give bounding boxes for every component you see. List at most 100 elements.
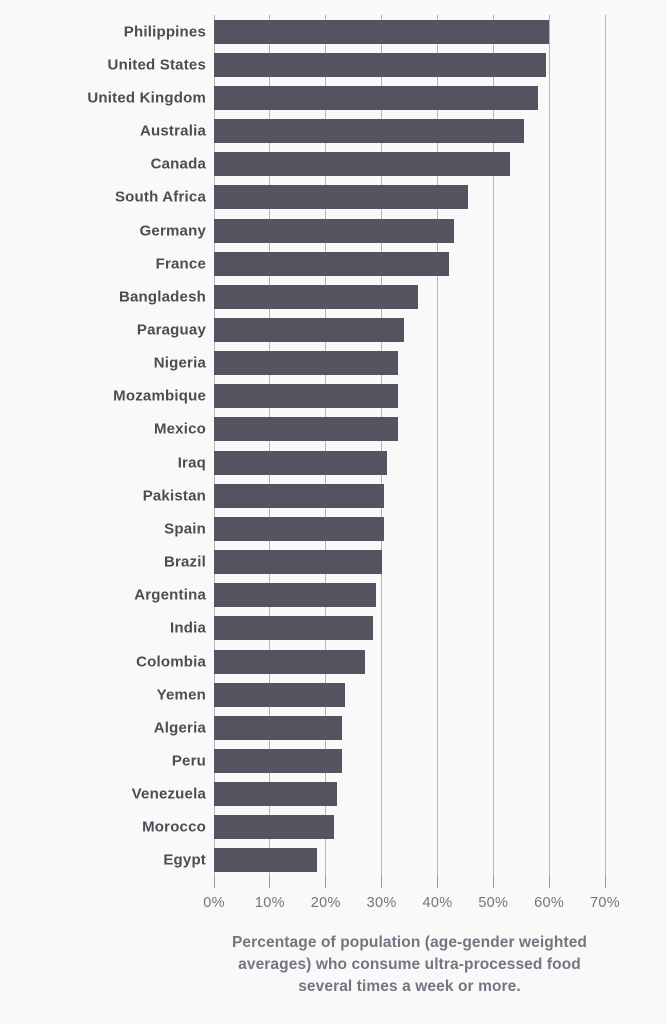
category-label-iraq: Iraq <box>177 454 206 472</box>
bar-united-states <box>214 52 547 77</box>
bar-bangladesh <box>214 284 418 309</box>
tick-mark-30- <box>381 877 383 888</box>
category-label-south-africa: South Africa <box>114 188 206 206</box>
caption-line-2: averages) who consume ultra-processed fo… <box>238 956 581 973</box>
bar-south-africa <box>214 185 469 210</box>
bar-iraq <box>214 450 388 475</box>
chart-row-united-states: United States <box>108 48 605 81</box>
x-axis-caption: Percentage of population (age-gender wei… <box>214 932 605 998</box>
category-label-philippines: Philippines <box>123 23 206 41</box>
chart-row-philippines: Philippines <box>124 15 605 48</box>
gridline-60- <box>548 15 550 877</box>
bar-algeria <box>214 715 343 740</box>
chart-row-mexico: Mexico <box>154 413 605 446</box>
category-label-germany: Germany <box>139 222 206 240</box>
chart-row-nigeria: Nigeria <box>154 347 605 380</box>
gridline-40- <box>436 15 438 877</box>
bar-mexico <box>214 417 399 442</box>
tick-label-70-: 70% <box>590 895 620 911</box>
chart-row-india: India <box>170 612 605 645</box>
category-label-argentina: Argentina <box>134 586 206 604</box>
category-label-colombia: Colombia <box>136 653 206 671</box>
chart-row-spain: Spain <box>164 512 605 545</box>
gridline-70- <box>604 15 606 877</box>
chart-row-bangladesh: Bangladesh <box>119 280 605 313</box>
gridline-50- <box>492 15 494 877</box>
tick-label-10-: 10% <box>254 895 285 911</box>
gridline-10- <box>269 15 271 877</box>
category-label-brazil: Brazil <box>163 553 206 571</box>
chart-row-colombia: Colombia <box>136 645 605 678</box>
chart-row-france: France <box>156 247 605 280</box>
category-label-pakistan: Pakistan <box>142 487 206 505</box>
bar-venezuela <box>214 782 337 807</box>
tick-mark-20- <box>325 877 327 888</box>
bar-paraguay <box>214 317 404 342</box>
bar-brazil <box>214 550 382 575</box>
bar-spain <box>214 516 385 541</box>
bar-france <box>214 251 449 276</box>
category-label-yemen: Yemen <box>156 686 206 704</box>
category-label-mozambique: Mozambique <box>113 387 206 405</box>
bar-argentina <box>214 583 376 608</box>
chart-row-canada: Canada <box>151 148 605 181</box>
tick-mark-50- <box>492 877 494 888</box>
chart-row-germany: Germany <box>140 214 605 247</box>
category-label-australia: Australia <box>140 122 206 140</box>
bar-australia <box>214 119 524 144</box>
category-label-paraguay: Paraguay <box>136 321 206 339</box>
bar-germany <box>214 218 455 243</box>
bar-yemen <box>214 682 346 707</box>
chart-row-iraq: Iraq <box>178 446 605 479</box>
category-label-egypt: Egypt <box>163 851 206 869</box>
category-label-spain: Spain <box>164 520 206 538</box>
tick-label-60-: 60% <box>534 895 565 911</box>
tick-label-50-: 50% <box>478 895 509 911</box>
chart-row-brazil: Brazil <box>164 546 605 579</box>
category-label-india: India <box>169 619 206 637</box>
tick-label-30-: 30% <box>366 895 397 911</box>
chart-row-paraguay: Paraguay <box>137 313 605 346</box>
category-label-bangladesh: Bangladesh <box>118 288 206 306</box>
bar-mozambique <box>214 384 399 409</box>
tick-mark-40- <box>436 877 438 888</box>
caption-line-3: several times a week or more. <box>298 978 521 995</box>
bar-united-kingdom <box>214 85 538 110</box>
tick-mark-0- <box>213 877 215 888</box>
chart-row-yemen: Yemen <box>157 678 605 711</box>
category-label-united-kingdom: United Kingdom <box>87 89 206 107</box>
chart-row-argentina: Argentina <box>134 579 605 612</box>
category-label-peru: Peru <box>171 752 206 770</box>
chart-row-egypt: Egypt <box>163 844 605 877</box>
bar-india <box>214 616 374 641</box>
bar-pakistan <box>214 483 385 508</box>
gridline-20- <box>325 15 327 877</box>
bar-egypt <box>214 848 318 873</box>
tick-label-0-: 0% <box>203 895 225 911</box>
category-label-canada: Canada <box>150 155 206 173</box>
category-label-venezuela: Venezuela <box>131 785 206 803</box>
chart-row-mozambique: Mozambique <box>113 380 605 413</box>
tick-mark-10- <box>269 877 271 888</box>
plot-area: Philippines United States United Kingdom Au… <box>87 15 620 911</box>
chart-row-south-africa: South Africa <box>115 181 605 214</box>
tick-label-40-: 40% <box>422 895 453 911</box>
tick-label-20-: 20% <box>310 895 341 911</box>
chart-row-united-kingdom: United Kingdom <box>87 81 605 114</box>
bar-peru <box>214 749 343 774</box>
category-label-morocco: Morocco <box>142 818 206 836</box>
gridline-0- <box>213 15 215 877</box>
bar-philippines <box>214 19 550 44</box>
chart-row-morocco: Morocco <box>142 811 605 844</box>
category-label-nigeria: Nigeria <box>153 354 206 372</box>
caption-line-1: Percentage of population (age-gender wei… <box>231 934 587 951</box>
category-label-mexico: Mexico <box>153 420 206 438</box>
bar-morocco <box>214 815 335 840</box>
chart-row-venezuela: Venezuela <box>132 778 605 811</box>
tick-mark-60- <box>548 877 550 888</box>
category-label-algeria: Algeria <box>153 719 206 737</box>
bar-nigeria <box>214 351 399 376</box>
category-label-united-states: United States <box>107 56 206 74</box>
chart-row-pakistan: Pakistan <box>143 479 605 512</box>
